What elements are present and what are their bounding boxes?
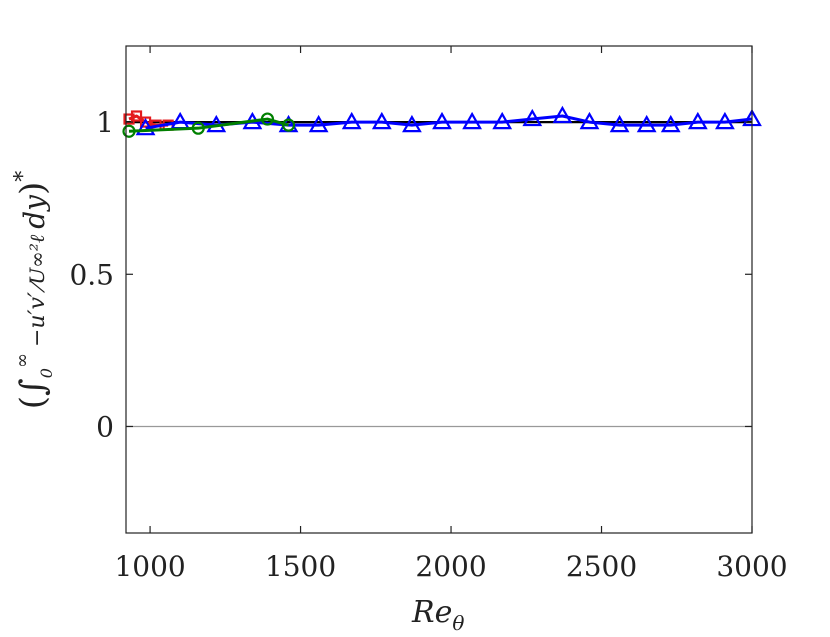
- data-point-triangle: [371, 111, 392, 130]
- data-point-triangle: [341, 111, 362, 130]
- x-ticks: 1000 1500 2000 2500 3000: [114, 46, 788, 583]
- data-point-circle: [281, 118, 296, 132]
- data-point-square: [123, 113, 135, 125]
- data-point-triangle: [308, 114, 329, 133]
- y-tick-label: 1: [96, 106, 114, 139]
- x-axis-label: Reθ: [411, 595, 464, 635]
- y-ticks: 00.51: [69, 106, 752, 443]
- data-point-triangle: [492, 111, 513, 130]
- x-tick-label: 3000: [716, 550, 787, 583]
- data-point-triangle: [432, 111, 452, 130]
- x-tick-label: 1500: [265, 550, 336, 583]
- data-point-circle: [260, 112, 275, 126]
- data-point-triangle: [660, 114, 681, 133]
- data-point-triangle: [462, 111, 483, 130]
- data-point-triangle: [522, 108, 543, 127]
- data-point-triangle: [135, 117, 156, 136]
- data-point-circle: [122, 124, 136, 138]
- data-point-triangle: [687, 111, 708, 130]
- x-tick-label: 1000: [114, 550, 185, 583]
- y-axis-label: (∫0∞−u′v′⁄U∞²ℓdy)*: [11, 171, 56, 409]
- data-point-triangle: [579, 111, 600, 130]
- data-point-triangle: [636, 114, 657, 133]
- data-point-triangle: [715, 111, 735, 130]
- plot-frame: [125, 45, 753, 534]
- data-point-triangle: [552, 105, 573, 124]
- y-tick-label: 0: [96, 410, 114, 443]
- series-2: [122, 112, 296, 138]
- x-tick-label: 2500: [566, 550, 637, 583]
- data-point-square: [130, 110, 143, 122]
- data-point-circle: [191, 121, 205, 135]
- svg-text:(∫0∞−u′v′⁄U∞²ℓdy)*: (∫0∞−u′v′⁄U∞²ℓdy)*: [11, 171, 56, 409]
- x-tick-label: 2000: [415, 550, 486, 583]
- data-point-square: [139, 116, 152, 128]
- series-line: [128, 117, 289, 133]
- y-tick-label: 0.5: [69, 258, 114, 291]
- data-point-triangle: [609, 114, 630, 133]
- data-point-triangle: [402, 114, 422, 133]
- series-layer: [122, 105, 762, 138]
